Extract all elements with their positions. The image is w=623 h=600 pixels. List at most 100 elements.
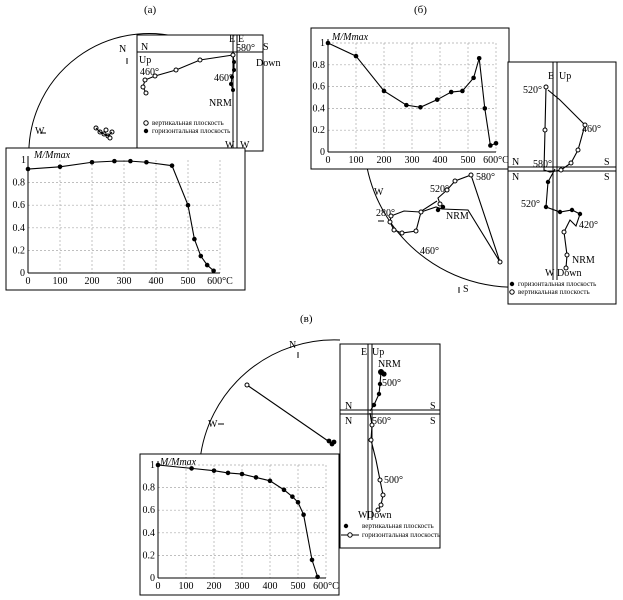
stereonet-b-t520: 520° (430, 184, 449, 195)
zijd-b-filled-point (569, 207, 575, 213)
zijd-c-frame (339, 343, 441, 549)
panel-c-stereonet: N W (199, 339, 341, 461)
zijd-b-filled-point (545, 179, 551, 185)
data-point (482, 106, 488, 111)
stereonet-b-t460: 460° (420, 246, 439, 257)
data-point (155, 462, 161, 468)
zijd-b-t520-bot: 520° (521, 199, 540, 210)
y-tick-label: 1 (320, 38, 325, 49)
panel-c-demag-chart: M/Mmax 0 0.2 0.4 0.6 0.8 1 0 100 200 300 400 500 600… (139, 453, 340, 596)
zijd-a-filled-point (229, 82, 233, 86)
data-point (301, 512, 306, 518)
y-tick-label: 0.6 (313, 82, 326, 93)
stereo-b-point (388, 213, 394, 219)
stereonet-b-t580: 580° (476, 172, 495, 183)
zijd-c-filled-point (376, 391, 382, 397)
stereo-c-path (246, 384, 332, 444)
zijd-b-open-point (561, 229, 567, 235)
stereo-c-point (244, 382, 250, 388)
zijd-c-s2: S (430, 416, 436, 427)
zijd-c-w: W (358, 510, 368, 521)
stereo-b-point (468, 172, 474, 178)
zijd-b-t460: 460° (582, 124, 601, 135)
zijd-b-filled-point (557, 209, 563, 215)
stereonet-a-points (93, 125, 115, 141)
legend-c-filled-text: вертикальная плоскость (362, 522, 434, 530)
zijd-b-t520-top: 520° (523, 85, 542, 96)
data-point (434, 97, 440, 102)
zijd-b-s1: S (604, 157, 610, 168)
zijd-b-open-point (542, 127, 548, 133)
data-point (211, 468, 217, 473)
zijd-a-open-point (197, 57, 203, 63)
stereo-b-point (452, 178, 458, 184)
y-tick-label: 1 (150, 460, 155, 471)
legend-b-open-marker (509, 289, 515, 295)
x-tick-label: 0 (26, 276, 31, 287)
x-tick-label: 400 (433, 155, 448, 166)
data-point (381, 88, 387, 94)
x-tick-label: 500 (461, 155, 476, 166)
legend-b-open-text: вертикальная плоскость (518, 288, 590, 296)
legend-c-open-text: горизонтальная плоскость (362, 531, 440, 539)
data-point (144, 159, 149, 165)
x-tick-label: 0 (156, 581, 161, 592)
x-tick-label: 200 (207, 581, 222, 592)
stereo-b-point (437, 201, 443, 207)
x-tick-label: 300 (405, 155, 420, 166)
y-tick-label: 0.6 (143, 505, 156, 516)
zijd-c-open-point (375, 507, 381, 513)
legend-a-filled-marker (143, 128, 149, 134)
chart-c-ylabel: M/Mmax (159, 457, 197, 468)
panel-b-label: (б) (414, 4, 427, 16)
chart-b-ylabel: M/Mmax (331, 32, 369, 43)
zijd-b-t420: 420° (579, 220, 598, 231)
zijd-c-n2: N (345, 416, 352, 427)
stereonet-b-s: S (463, 284, 469, 295)
legend-a-filled-text: горизонтальная плоскость (152, 127, 230, 135)
zijd-b-open-point (543, 84, 549, 90)
y-tick-label: 0.8 (13, 178, 26, 189)
stereonet-c-w: W (208, 419, 218, 430)
zijd-b-open-point (558, 167, 564, 173)
stereo-a-path (95, 127, 113, 137)
chart-b-plot: 0 0.2 0.4 0.6 0.8 1 0 100 200 300 400 500 600°C (313, 38, 510, 166)
x-tick-label: 500 (291, 581, 306, 592)
stereonet-b-w: W (374, 187, 384, 198)
y-tick-label: 0.2 (313, 125, 326, 136)
zijd-a-e2: E (238, 34, 244, 45)
stereo-b-point (413, 228, 419, 234)
zijd-b-filled-point (543, 204, 549, 210)
chart-a-frame (5, 147, 246, 291)
data-point (460, 88, 465, 94)
zijd-a-open-point (143, 90, 149, 96)
legend-c-open-marker (347, 532, 353, 538)
stereo-a-point (103, 127, 109, 133)
zijd-b-open-point (582, 122, 588, 128)
stereo-b-point (497, 259, 503, 265)
zijd-a-w1: W (225, 140, 235, 151)
data-point (315, 574, 320, 580)
data-point (418, 105, 423, 110)
zijd-c-t560: 560° (372, 416, 391, 427)
panel-a-zijderveld: N E E S Up Down W W 580° 460° 460° NRM в… (136, 34, 280, 152)
y-tick-label: 0 (20, 268, 25, 279)
stereonet-c-n: N (289, 340, 296, 351)
zijd-b-open-point (563, 265, 569, 271)
stereonet-b-t280: 280° (376, 208, 395, 219)
zijd-c-open-point (369, 422, 375, 428)
x-tick-label: 200 (85, 276, 100, 287)
data-point (204, 262, 210, 268)
zijd-a-nrm: NRM (209, 98, 232, 109)
data-point (488, 143, 493, 148)
zijd-b-open-point (568, 160, 574, 166)
data-point (290, 494, 295, 499)
zijd-c-t500-top: 500° (382, 378, 401, 389)
panel-b-demag-chart: M/Mmax 0 0.2 0.4 0.6 0.8 1 0 100 200 300 400 500 600… (310, 27, 510, 170)
zijd-c-open-point (380, 492, 386, 498)
chart-a-ylabel: M/Mmax (33, 150, 71, 161)
y-tick-label: 0.4 (13, 223, 26, 234)
zijd-c-filled-point (381, 371, 387, 377)
zijd-a-filled-point (230, 75, 234, 79)
